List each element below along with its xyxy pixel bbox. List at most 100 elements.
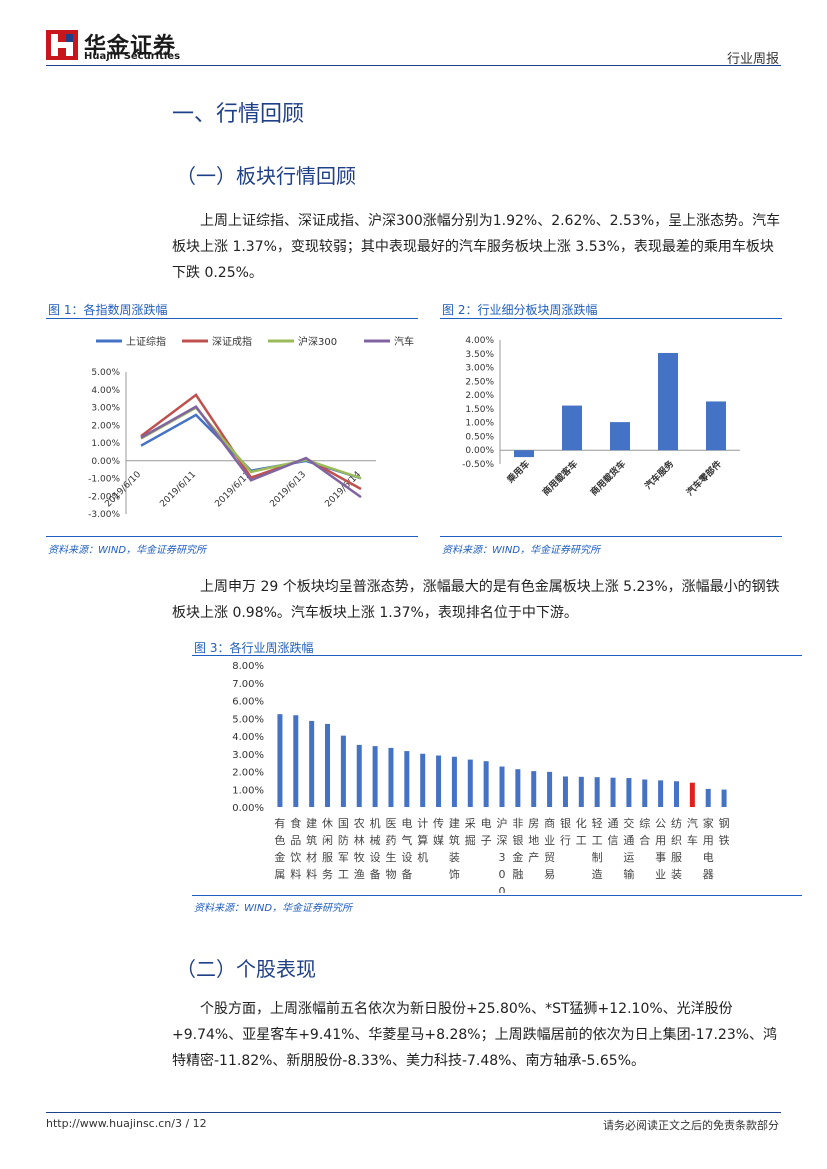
footer-page-number: 3 / 12 xyxy=(174,1117,207,1130)
footer-url[interactable]: http://www.huajinsc.cn/ xyxy=(46,1117,175,1130)
x-tick-label: 国防军工 xyxy=(338,817,349,881)
bar-轻工制造 xyxy=(594,777,600,807)
x-tick-label: 建筑装饰 xyxy=(449,816,460,881)
bar-商用载货车 xyxy=(610,422,630,451)
y-tick-label: -3.00% xyxy=(88,510,120,520)
y-tick-label: 5.00% xyxy=(91,368,120,378)
company-logo-icon xyxy=(46,30,78,60)
figure3-source: 资料来源：WIND，华金证券研究所 xyxy=(194,903,353,914)
x-tick-label: 通信 xyxy=(608,817,619,847)
x-tick-label: 汽车零部件 xyxy=(684,458,724,498)
bar-有色金属 xyxy=(277,714,283,807)
bar-商业贸易 xyxy=(547,771,553,807)
figure3-top-rule xyxy=(192,655,802,656)
y-tick-label: 0.00% xyxy=(232,803,264,814)
x-tick-label: 休闲服务 xyxy=(322,817,333,881)
y-tick-label: 1.00% xyxy=(465,419,494,429)
bar-钢铁 xyxy=(721,789,727,807)
bar-汽车服务 xyxy=(658,352,678,451)
x-tick-label: 有色金属 xyxy=(274,816,285,881)
bar-沪深300 xyxy=(499,766,505,807)
bar-乘用车 xyxy=(514,450,534,458)
bar-综合 xyxy=(642,779,648,807)
subsection-heading-stocks: （二）个股表现 xyxy=(176,957,316,981)
y-tick-label: 5.00% xyxy=(232,714,264,725)
bar-非银金融 xyxy=(515,769,521,807)
bar-计算机 xyxy=(420,753,426,807)
x-tick-label: 传媒 xyxy=(433,817,444,847)
series-line-0 xyxy=(140,413,362,480)
y-tick-label: 3.50% xyxy=(465,350,494,360)
figure2-bottom-rule xyxy=(440,536,782,537)
x-tick-label: 公用事业 xyxy=(655,817,666,881)
y-tick-label: 2.50% xyxy=(465,377,494,387)
legend-label-0: 上证综指 xyxy=(126,335,166,348)
x-tick-label: 汽车 xyxy=(687,816,698,847)
subsection-heading: （一）板块行情回顾 xyxy=(176,164,356,188)
y-tick-label: 2.00% xyxy=(232,768,264,779)
x-tick-label: 2019/6/11 xyxy=(158,470,198,510)
y-tick-label: 0.50% xyxy=(465,432,494,442)
footer-disclaimer: 请务必阅读正文之后的免责条款部分 xyxy=(603,1119,779,1132)
x-tick-label: 电子 xyxy=(481,817,492,847)
y-tick-label: -0.50% xyxy=(462,460,494,470)
figure2-title: 图 2：行业细分板块周涨跌幅 xyxy=(442,303,598,317)
bar-交通运输 xyxy=(626,778,632,807)
x-tick-label: 银行 xyxy=(560,816,571,847)
figure1-source: 资料来源：WIND，华金证券研究所 xyxy=(48,545,207,556)
y-tick-label: 1.00% xyxy=(232,785,264,796)
series-line-3 xyxy=(140,404,362,499)
x-tick-label: 纺织服装 xyxy=(671,816,682,881)
x-tick-label: 非银金融 xyxy=(512,817,523,881)
bar-建筑材料 xyxy=(309,720,315,807)
x-tick-label: 计算机 xyxy=(417,817,428,864)
figure2-chart: 4.00% 3.50% 3.00% 2.50% 2.00% 1.50% 1.00% 0.50%… xyxy=(462,336,740,498)
logo-chinese-name: 华金证券 xyxy=(84,34,177,59)
x-tick-label: 化工 xyxy=(576,816,587,847)
y-tick-label: 1.50% xyxy=(465,405,494,415)
y-tick-label: 4.00% xyxy=(232,732,264,743)
x-tick-label: 交通运输 xyxy=(623,816,634,881)
figure3-bottom-rule xyxy=(192,895,802,896)
y-tick-label: 6.00% xyxy=(232,697,264,708)
bar-通信 xyxy=(610,777,616,807)
logo-english-name: Huajin Securities xyxy=(84,51,181,62)
figure2-top-rule xyxy=(440,318,782,319)
x-tick-label: 乘用车 xyxy=(504,458,532,486)
y-tick-label: 3.00% xyxy=(465,364,494,374)
bar-机械设备 xyxy=(372,746,378,807)
bar-汽车零部件 xyxy=(706,401,726,451)
figure3-title: 图 3：各行业周涨跌幅 xyxy=(194,641,314,655)
x-tick-label: 房地产 xyxy=(528,817,539,864)
bar-电子 xyxy=(483,761,489,807)
bar-建筑装饰 xyxy=(451,756,457,807)
footer-url-page: http://www.huajinsc.cn/3 / 12 xyxy=(46,1117,207,1130)
y-tick-label: 4.00% xyxy=(91,386,120,396)
x-tick-label: 钢铁 xyxy=(719,817,730,847)
series-line-1 xyxy=(140,393,362,491)
y-tick-label: -2.00% xyxy=(88,492,120,502)
bar-农林牧渔 xyxy=(356,744,362,807)
figure1-title: 图 1：各指数周涨跌幅 xyxy=(48,303,168,317)
legend-label-3: 汽车 xyxy=(394,335,414,348)
header-divider xyxy=(46,65,781,66)
figure1-bottom-rule xyxy=(46,536,418,537)
bar-商用载客车 xyxy=(562,405,582,451)
industry-review-paragraph: 上周申万 29 个板块均呈普涨态势，涨幅最大的是有色金属板块上涨 5.23%，涨… xyxy=(172,579,780,621)
x-tick-label: 商用载货车 xyxy=(588,458,628,498)
x-tick-label: 医药生物 xyxy=(385,817,396,881)
bar-国防军工 xyxy=(340,735,346,807)
x-tick-label: 商用载客车 xyxy=(540,458,580,498)
bar-医药生物 xyxy=(388,747,394,807)
figure2-source: 资料来源：WIND，华金证券研究所 xyxy=(442,545,601,556)
y-tick-label: 8.00% xyxy=(232,661,264,672)
y-tick-label: 1.00% xyxy=(91,439,120,449)
y-tick-label: 0.00% xyxy=(465,446,494,456)
x-tick-label: 轻工制造 xyxy=(592,816,603,881)
y-tick-label: 2.00% xyxy=(91,421,120,431)
bar-传媒 xyxy=(436,755,442,807)
y-tick-label: 3.00% xyxy=(91,404,120,414)
bar-公用事业 xyxy=(658,780,664,807)
x-tick-label: 机械设备 xyxy=(370,816,381,881)
figure1-chart: 上证综指 深证成指 沪深300 汽车 5.00% 4.00% 3.00% 2.00% 1.00… xyxy=(88,335,414,520)
